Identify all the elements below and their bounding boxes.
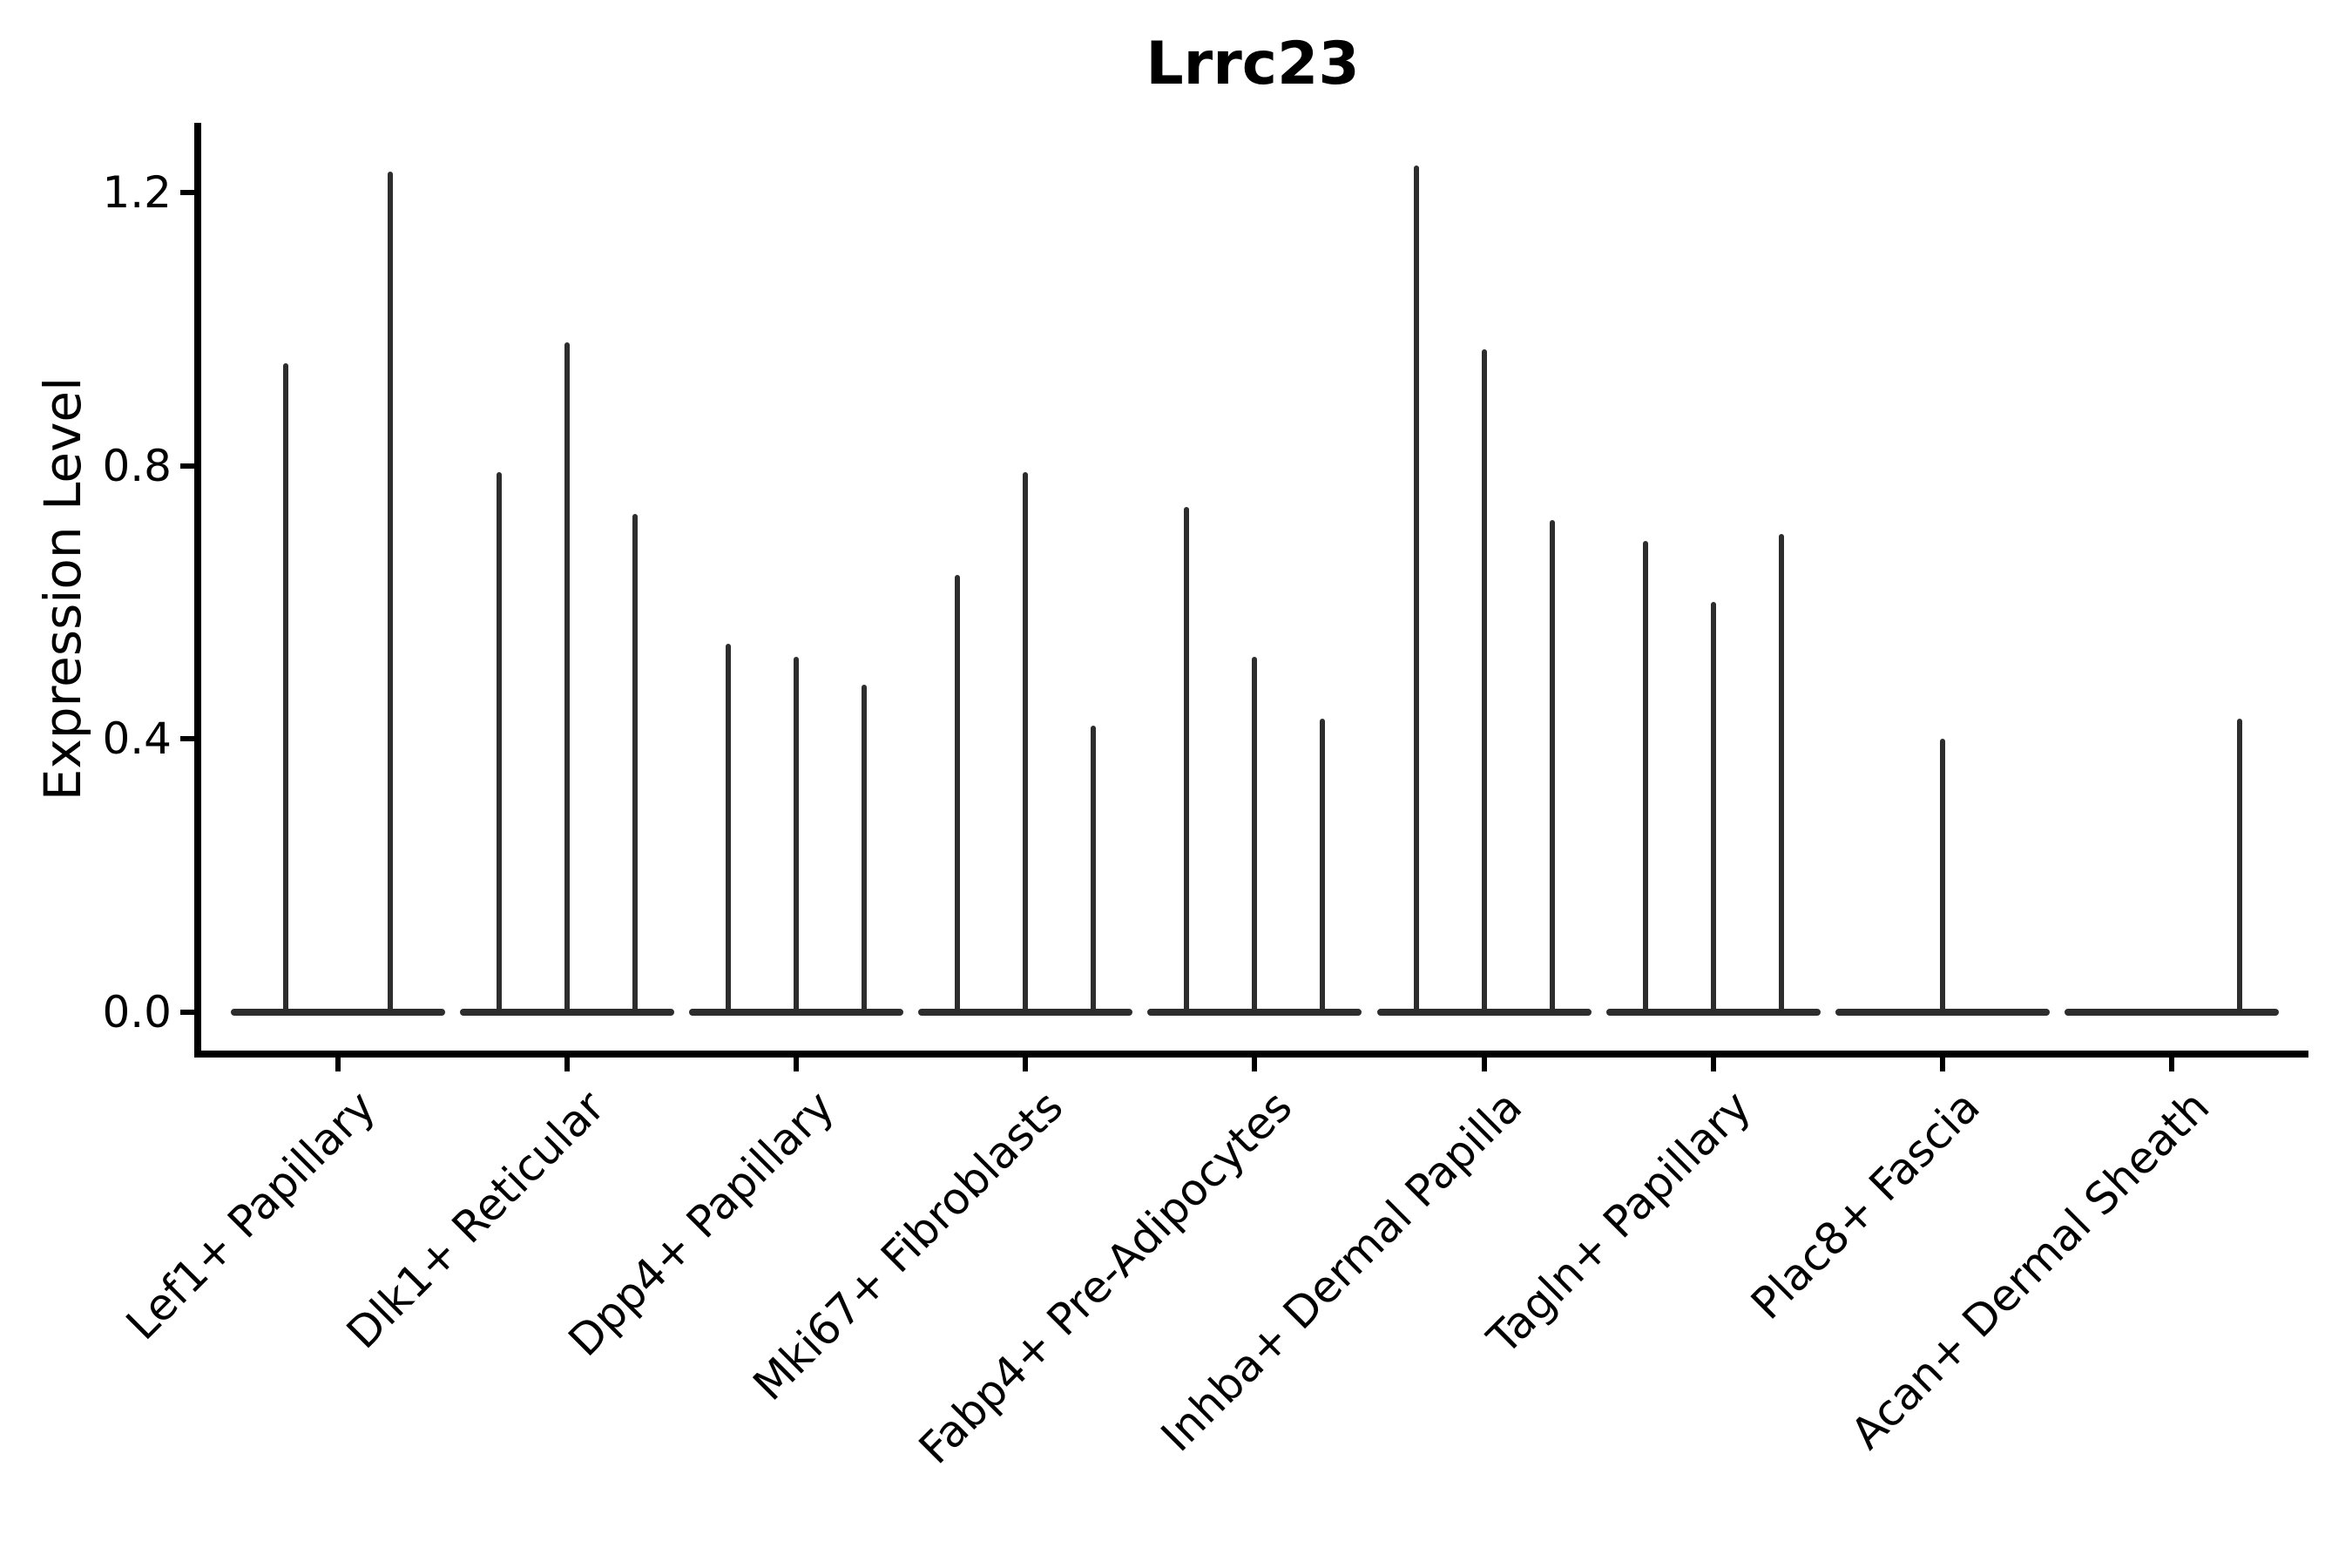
y-tick-label: 0.4 [102,713,172,765]
y-tick-mark [180,189,198,195]
x-tick-mark [1252,1055,1258,1071]
violin-base [231,1009,445,1016]
violin-base [460,1009,675,1016]
violin-base [2064,1009,2279,1016]
violin-spike [1413,165,1419,1012]
violin-spike [2236,718,2242,1012]
x-tick-label: Dlk1+ Reticular [337,1081,615,1359]
x-tick-label: Fabp4+ Pre-Adipocytes [909,1081,1302,1474]
violin-base [1147,1009,1362,1016]
x-tick-mark [2168,1055,2174,1071]
violin-spike [862,684,868,1012]
x-axis-line [194,1051,2308,1058]
violin-spike [1091,725,1097,1012]
violin-spike [1252,657,1258,1012]
violin-spike [388,172,393,1012]
violin-spike [1481,349,1487,1012]
violin-spike [794,657,800,1012]
violin-spike [1642,540,1648,1012]
violin-spike [1710,602,1716,1012]
violin-spike [1549,520,1555,1012]
y-axis-line [194,123,201,1058]
x-tick-mark [1939,1055,1945,1071]
violin-spike [955,575,961,1012]
violin-spike [1939,739,1945,1012]
violin-spike [564,342,571,1012]
y-tick-label: 1.2 [102,166,172,218]
x-tick-mark [1481,1055,1487,1071]
y-tick-mark [180,463,198,469]
violin-base [1835,1009,2050,1016]
x-tick-mark [335,1055,341,1071]
violin-base [1605,1009,1821,1016]
violin-spike [1184,506,1190,1012]
x-tick-mark [564,1055,571,1071]
x-tick-label: Plac8+ Fascia [1741,1081,1990,1329]
y-tick-mark [180,1010,198,1015]
chart-title: Lrrc23 [1146,30,1360,98]
violin-spike [1023,472,1029,1012]
violin-spike [497,472,503,1012]
violin-base [1376,1009,1592,1016]
y-tick-mark [180,736,198,742]
violin-spike [1778,534,1784,1012]
y-tick-label: 0.8 [102,440,172,491]
violin-spike [726,643,732,1012]
x-tick-label: Lef1+ Papillary [117,1081,386,1350]
violin-base [689,1009,904,1016]
violin-base [918,1009,1133,1016]
y-tick-label: 0.0 [102,987,172,1037]
x-tick-mark [794,1055,800,1071]
violin-spike [632,513,639,1012]
violin-spike [1320,718,1326,1012]
x-tick-mark [1710,1055,1716,1071]
x-tick-mark [1023,1055,1029,1071]
violin-spike [283,363,288,1012]
